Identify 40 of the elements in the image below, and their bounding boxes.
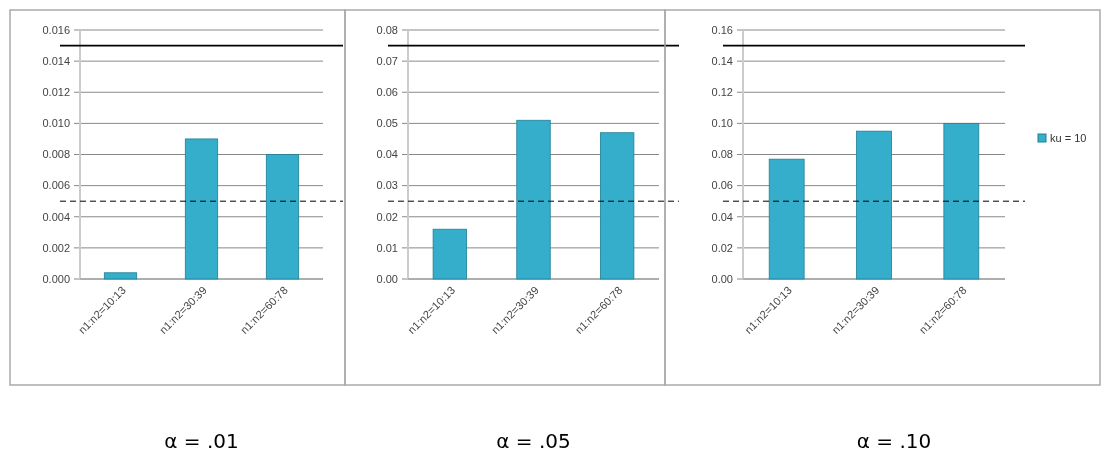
text: α = .01 bbox=[164, 429, 239, 453]
y-tick-label: 0.01 bbox=[376, 241, 398, 254]
y-tick-label: 0.03 bbox=[376, 179, 398, 192]
y-tick-label: 0.06 bbox=[376, 86, 398, 99]
y-tick-label: 0.006 bbox=[42, 179, 70, 192]
y-tick-label: 0.14 bbox=[711, 54, 733, 67]
bar bbox=[265, 154, 300, 280]
bar bbox=[516, 119, 551, 280]
y-tick-label: 0.010 bbox=[42, 117, 70, 130]
y-tick-label: 0.04 bbox=[376, 148, 398, 161]
y-tick-label: 0.00 bbox=[376, 272, 398, 285]
y-tick-label: 0.008 bbox=[42, 148, 70, 161]
y-tick-label: 0.016 bbox=[42, 23, 70, 36]
y-tick-label: 0.004 bbox=[42, 210, 70, 223]
y-tick-label: 0.12 bbox=[711, 86, 733, 99]
y-tick-label: 0.05 bbox=[376, 117, 398, 130]
y-tick-label: 0.06 bbox=[711, 179, 733, 192]
y-tick-label: 0.02 bbox=[376, 210, 398, 223]
bar bbox=[184, 138, 219, 280]
y-tick-label: 0.012 bbox=[42, 86, 70, 99]
text: α = .05 bbox=[496, 429, 571, 453]
y-tick-label: 0.014 bbox=[42, 54, 70, 67]
bar bbox=[768, 158, 805, 280]
bar bbox=[856, 130, 892, 280]
legend-label: ku = 10 bbox=[1050, 131, 1087, 144]
bar bbox=[943, 122, 980, 280]
y-tick-label: 0.02 bbox=[711, 241, 733, 254]
y-tick-label: 0.04 bbox=[711, 210, 733, 223]
bar bbox=[103, 272, 138, 280]
y-tick-label: 0.002 bbox=[42, 241, 70, 254]
y-tick-label: 0.00 bbox=[711, 272, 733, 285]
bar bbox=[432, 228, 467, 280]
y-tick-label: 0.000 bbox=[42, 272, 70, 285]
y-tick-label: 0.16 bbox=[711, 23, 733, 36]
text: α = .10 bbox=[856, 429, 932, 453]
y-tick-label: 0.10 bbox=[711, 117, 733, 130]
y-tick-label: 0.08 bbox=[711, 148, 733, 161]
y-tick-label: 0.07 bbox=[376, 54, 398, 67]
bar bbox=[600, 132, 635, 280]
y-tick-label: 0.08 bbox=[376, 23, 398, 36]
